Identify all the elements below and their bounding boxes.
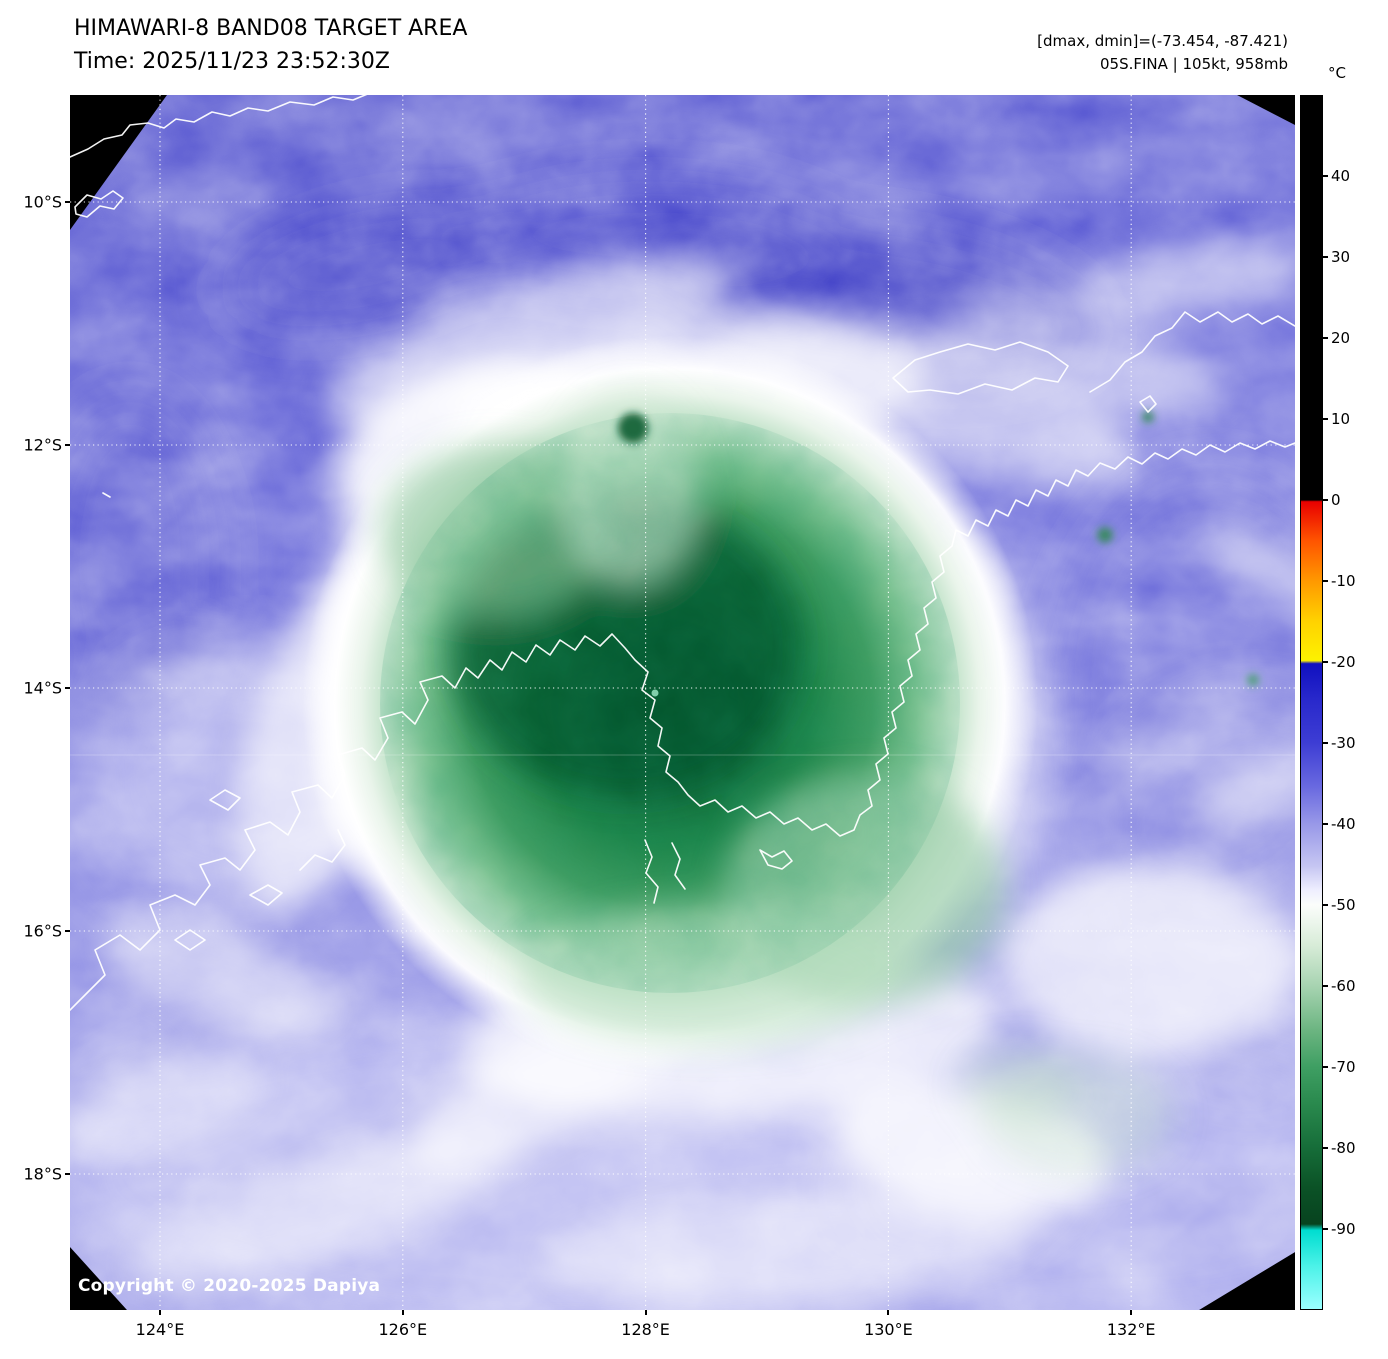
colorbar-tick-label: -20	[1331, 653, 1356, 671]
colorbar-tick-mark	[1323, 175, 1328, 177]
lon-tick-label: 124°E	[135, 1320, 185, 1339]
coastline-kimberley-island-2	[249, 884, 283, 906]
lon-tick-label: 128°E	[621, 1320, 670, 1339]
copyright: Copyright © 2020-2025 Dapiya	[78, 1276, 381, 1296]
colorbar-tick-label: 0	[1331, 491, 1341, 509]
coastline-rote-island	[74, 190, 124, 218]
y-axis-tick	[65, 930, 70, 932]
title-block: HIMAWARI-8 BAND08 TARGET AREA Time: 2025…	[74, 12, 467, 78]
colorbar-tick-label: 30	[1331, 248, 1351, 266]
annotation-block: [dmax, dmin]=(-73.454, -87.421) 05S.FINA…	[1037, 30, 1288, 76]
coastline-kimberley-island-3	[174, 929, 206, 951]
lon-tick-label: 132°E	[1106, 1320, 1156, 1339]
colorbar-tick-label: 10	[1331, 410, 1351, 428]
colorbar-tick-label: -70	[1331, 1058, 1356, 1076]
gridlines	[70, 95, 1295, 1310]
colorbar-tick-mark	[1323, 418, 1328, 420]
colorbar-tick-mark	[1323, 1066, 1328, 1068]
coastline-island-south	[759, 849, 793, 870]
storm-info-label: 05S.FINA | 105kt, 958mb	[1100, 55, 1288, 73]
x-axis-tick	[159, 1310, 161, 1315]
colorbar-tick-label: -90	[1331, 1220, 1356, 1238]
coastline-tiwi-islands	[892, 341, 1069, 395]
lat-tick-label: 12°S	[23, 435, 62, 455]
cyclone-eye-dot	[651, 689, 659, 697]
colorbar-tick-mark	[1323, 823, 1328, 825]
colorbar-tick-mark	[1323, 904, 1328, 906]
coastline-small-island-ne	[1139, 395, 1157, 413]
colorbar-tick-label: -30	[1331, 734, 1356, 752]
y-axis-tick	[65, 687, 70, 689]
lat-tick-label: 10°S	[23, 192, 62, 212]
coastline-arnhem	[1089, 311, 1295, 393]
y-axis-tick	[65, 444, 70, 446]
colorbar-tick-mark	[1323, 499, 1328, 501]
coastlines	[70, 95, 1295, 1011]
y-axis-tick	[65, 201, 70, 203]
x-axis-tick	[1130, 1310, 1133, 1315]
dmax-dmin-label: [dmax, dmin]=(-73.454, -87.421)	[1037, 32, 1288, 50]
colorbar-tick-label: -50	[1331, 896, 1356, 914]
colorbar-tick-mark	[1323, 985, 1328, 987]
lat-tick-label: 16°S	[23, 921, 62, 941]
colorbar-tick-label: -80	[1331, 1139, 1356, 1157]
colorbar-tick-mark	[1323, 256, 1328, 258]
y-axis-tick	[65, 1173, 70, 1175]
coastline-small-reef	[102, 492, 111, 498]
colorbar-tick-mark	[1323, 1147, 1328, 1149]
colorbar-tick-mark	[1323, 1228, 1328, 1230]
coastline-peninsula-south-2	[671, 842, 686, 890]
colorbar-tick-mark	[1323, 661, 1328, 663]
colorbar	[1300, 95, 1323, 1310]
satellite-image-svg	[70, 95, 1295, 1310]
coastline-kimberley-peninsula	[299, 829, 346, 871]
x-axis-tick	[401, 1310, 404, 1315]
colorbar-tick-label: 20	[1331, 329, 1351, 347]
figure-time: Time: 2025/11/23 23:52:30Z	[74, 49, 390, 74]
colorbar-tick-mark	[1323, 337, 1328, 339]
colorbar-tick-label: -40	[1331, 815, 1356, 833]
lon-tick-label: 130°E	[864, 1320, 913, 1339]
x-axis-tick	[644, 1310, 647, 1315]
colorbar-tick-label: -60	[1331, 977, 1356, 995]
colorbar-tick-label: -10	[1331, 572, 1356, 590]
figure-title: HIMAWARI-8 BAND08 TARGET AREA	[74, 16, 468, 41]
lon-tick-label: 126°E	[378, 1320, 428, 1339]
satellite-imagery	[70, 95, 1295, 1310]
lat-tick-label: 18°S	[23, 1164, 62, 1184]
x-axis-tick	[887, 1310, 890, 1315]
coastline-australia-north	[70, 440, 1295, 1011]
lat-tick-label: 14°S	[23, 678, 62, 698]
colorbar-tick-mark	[1323, 742, 1328, 744]
colorbar-unit-label: °C	[1328, 64, 1346, 82]
colorbar-tick-label: 40	[1331, 167, 1351, 185]
coastline-timor	[70, 95, 368, 158]
satellite-map: Copyright © 2020-2025 Dapiya	[70, 95, 1295, 1310]
coastline-kimberley-island-1	[209, 789, 241, 811]
colorbar-tick-mark	[1323, 580, 1328, 582]
